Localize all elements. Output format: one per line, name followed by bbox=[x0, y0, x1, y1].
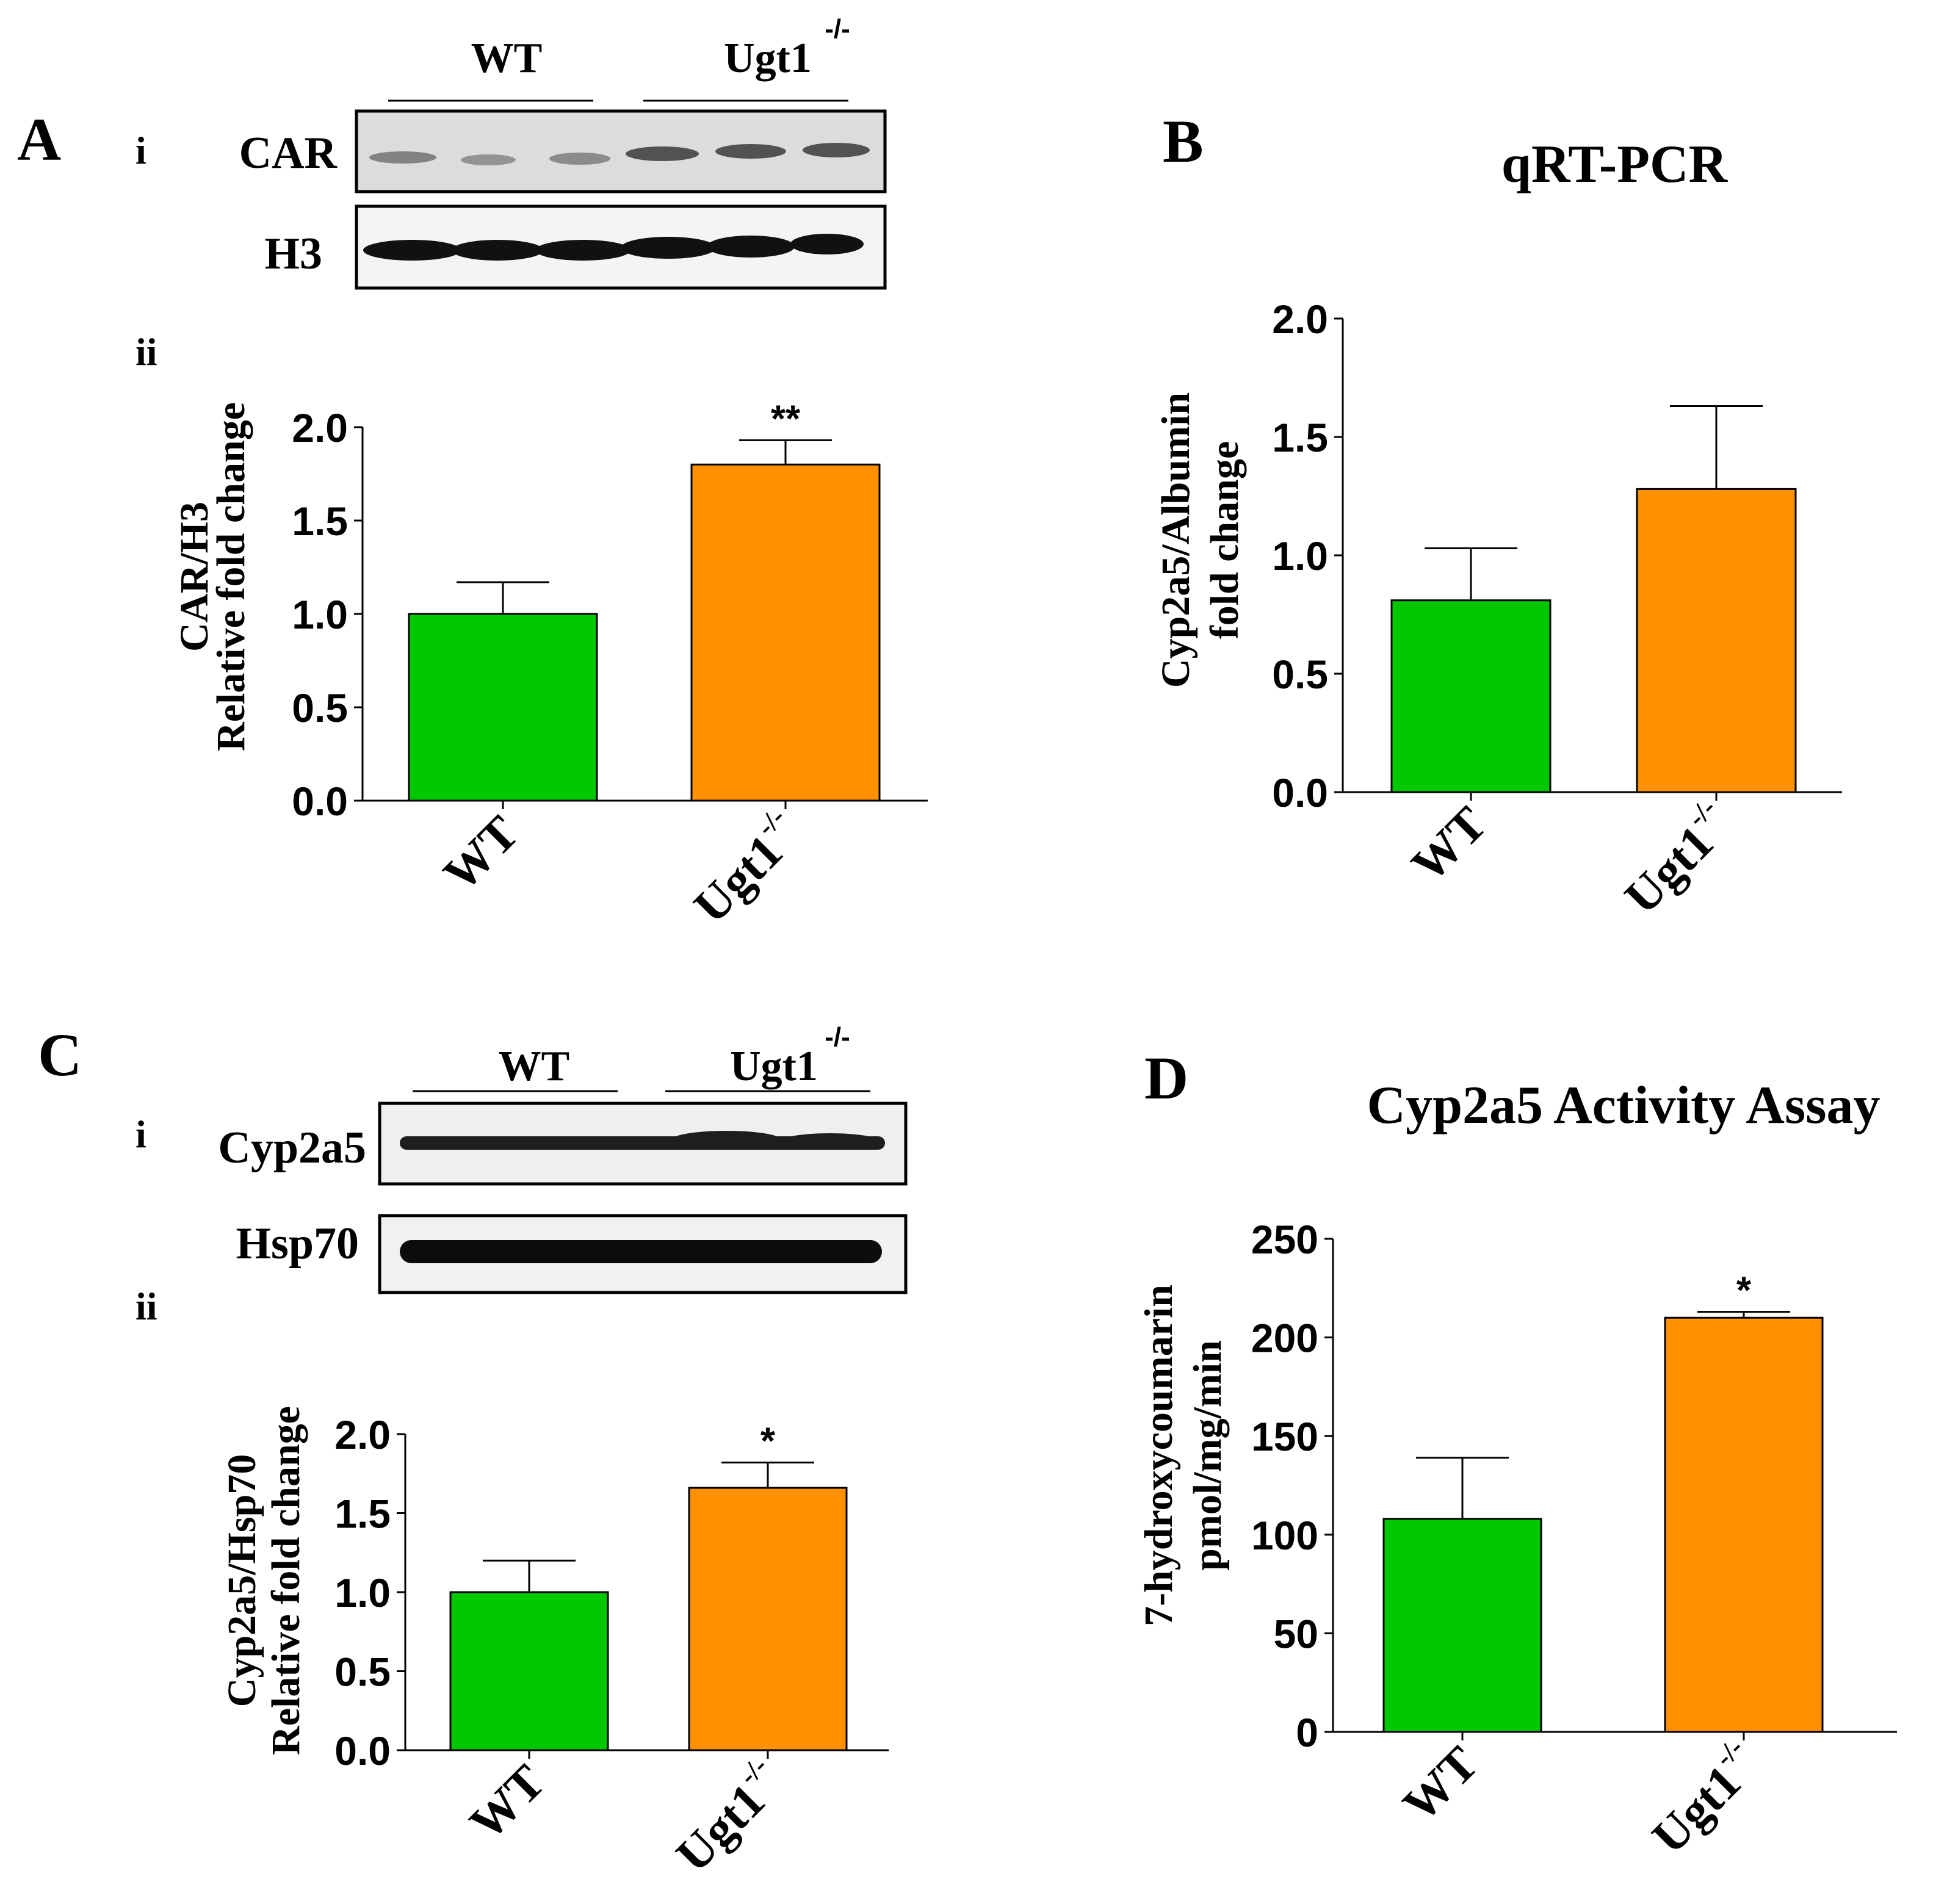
western-blot-c: WT Ugt1 -/- Cyp2a5 Hsp70 bbox=[218, 1022, 908, 1294]
chart-b-y-tick-label: 2.0 bbox=[1272, 297, 1328, 342]
chart-b-category-label-0: WT bbox=[1401, 797, 1497, 893]
chart-b-title: qRT-PCR bbox=[1501, 135, 1729, 194]
chart-a-y-label-line-2: Relative fold change bbox=[209, 402, 253, 751]
blot-c-cyp2a5-bands bbox=[400, 1131, 885, 1150]
chart-d-y-tick-label: 50 bbox=[1274, 1611, 1318, 1656]
blot-c-row1-label: Cyp2a5 bbox=[218, 1123, 366, 1173]
chart-d-bar-wt bbox=[1382, 1518, 1542, 1733]
chart-a-y-tick-label: 1.0 bbox=[292, 592, 348, 637]
chart-d-category-name-1: Ugt1 bbox=[1642, 1755, 1751, 1864]
chart-c-category-label-1: Ugt1-/- bbox=[662, 1750, 794, 1883]
chart-a-y-tick-label: 0.5 bbox=[292, 685, 348, 730]
chart-b-bar-wt bbox=[1390, 599, 1552, 793]
blot-a-wt-label: WT bbox=[471, 35, 543, 82]
chart-c-significance-1: * bbox=[760, 1421, 776, 1463]
chart-d-y-label-line-2: pmol/mg/min bbox=[1185, 1340, 1230, 1571]
chart-b: qRT-PCR 0.0 0.5 1.0 1.5 2.0 Cyp2a5/Albumin fold… bbox=[1154, 135, 1842, 925]
chart-b-category-name-1: Ugt1 bbox=[1615, 815, 1724, 924]
chart-b-y-tick-label: 1.0 bbox=[1272, 533, 1328, 579]
blot-c-hsp70-bands bbox=[400, 1240, 882, 1263]
chart-c: 0.0 0.5 1.0 1.5 2.0 Cyp2a5/Hsp70 Relative fold… bbox=[220, 1406, 889, 1883]
chart-d-category-label-1: Ugt1-/- bbox=[1638, 1732, 1770, 1864]
blot-c-wt-label: WT bbox=[499, 1043, 570, 1090]
chart-d-category-name-0: WT bbox=[1393, 1737, 1489, 1833]
blot-a-row1-label: CAR bbox=[239, 128, 338, 178]
blot-a-car-bands bbox=[369, 143, 870, 165]
chart-c-y-label-line-2: Relative fold change bbox=[264, 1406, 308, 1755]
panel-letter-c: C bbox=[38, 1021, 82, 1089]
chart-d-significance-1: * bbox=[1736, 1270, 1752, 1312]
chart-c-y-label-line-1: Cyp2a5/Hsp70 bbox=[220, 1454, 264, 1707]
chart-c-y-tick-label: 0.5 bbox=[334, 1650, 391, 1695]
panel-letter-a: A bbox=[17, 106, 61, 173]
panel-c-sub-ii: ii bbox=[135, 1285, 157, 1328]
chart-b-y-tick-label: 1.5 bbox=[1272, 415, 1328, 460]
chart-a-y-tick-label: 1.5 bbox=[292, 499, 348, 544]
chart-d-y-tick-label: 250 bbox=[1251, 1217, 1318, 1262]
chart-d-y-label-line-1: 7-hydroxycoumarin bbox=[1136, 1285, 1181, 1626]
panel-a-sub-ii: ii bbox=[135, 330, 157, 373]
blot-c-ko-label: Ugt1 bbox=[730, 1043, 818, 1090]
chart-c-category-name-0: WT bbox=[460, 1755, 555, 1851]
chart-d-bar-ugt1 bbox=[1664, 1316, 1824, 1733]
chart-d-y-tick-label: 200 bbox=[1251, 1316, 1318, 1361]
chart-c-y-tick-label: 1.5 bbox=[334, 1491, 391, 1537]
blot-a-h3-bands bbox=[363, 234, 864, 261]
chart-a-y-tick-label: 0.0 bbox=[292, 779, 348, 824]
chart-b-y-label-line-1: Cyp2a5/Albumin bbox=[1154, 392, 1198, 688]
chart-d-y-tick-label: 0 bbox=[1296, 1710, 1318, 1755]
chart-a-y-label-line-1: CAR/H3 bbox=[172, 502, 217, 652]
chart-a-bar-ugt1 bbox=[690, 463, 881, 802]
chart-a-bar-wt bbox=[408, 613, 598, 802]
chart-a-significance-1: ** bbox=[771, 398, 801, 440]
blot-a-row2-label: H3 bbox=[264, 229, 322, 279]
chart-c-bar-ugt1 bbox=[688, 1487, 848, 1751]
chart-c-category-label-0: WT bbox=[460, 1755, 555, 1851]
chart-d: Cyp2a5 Activity Assay 0 50 100 150 200 250 7-hy… bbox=[1136, 1076, 1897, 1864]
chart-b-bar-ugt1 bbox=[1636, 488, 1797, 793]
chart-b-y-tick-label: 0.5 bbox=[1272, 652, 1328, 697]
chart-a-category-name-0: WT bbox=[433, 806, 529, 902]
chart-c-category-name-1: Ugt1 bbox=[667, 1773, 775, 1882]
panel-letter-b: B bbox=[1163, 107, 1204, 175]
blot-c-ko-sup: -/- bbox=[825, 1022, 850, 1052]
chart-a-y-tick-label: 2.0 bbox=[292, 405, 348, 450]
chart-d-y-tick-label: 150 bbox=[1251, 1414, 1318, 1459]
panel-c-sub-i: i bbox=[135, 1112, 146, 1156]
chart-c-y-tick-label: 0.0 bbox=[334, 1728, 391, 1773]
western-blot-a: WT Ugt1 -/- CAR H3 bbox=[239, 14, 887, 290]
chart-a-category-label-1: Ugt1-/- bbox=[679, 801, 812, 934]
chart-a-category-name-1: Ugt1 bbox=[684, 824, 793, 933]
blot-a-ko-label: Ugt1 bbox=[724, 35, 812, 82]
chart-c-bar-wt bbox=[449, 1591, 609, 1751]
blot-a-ko-sup: -/- bbox=[825, 14, 850, 44]
chart-b-y-tick-label: 0.0 bbox=[1272, 770, 1328, 815]
chart-c-y-tick-label: 1.0 bbox=[334, 1570, 391, 1615]
chart-d-y-tick-label: 100 bbox=[1251, 1513, 1318, 1558]
chart-b-y-label-line-2: fold change bbox=[1202, 441, 1247, 640]
chart-d-category-label-0: WT bbox=[1393, 1737, 1489, 1833]
chart-b-category-label-1: Ugt1-/- bbox=[1610, 792, 1743, 925]
chart-d-title: Cyp2a5 Activity Assay bbox=[1367, 1076, 1880, 1135]
panel-a-sub-i: i bbox=[135, 129, 146, 172]
chart-a-category-label-0: WT bbox=[433, 806, 529, 902]
chart-c-y-tick-label: 2.0 bbox=[334, 1412, 391, 1457]
panel-letter-d: D bbox=[1144, 1044, 1188, 1112]
chart-b-category-name-0: WT bbox=[1401, 797, 1497, 893]
blot-a-car-membrane bbox=[355, 109, 887, 193]
blot-c-row2-label: Hsp70 bbox=[236, 1219, 359, 1269]
